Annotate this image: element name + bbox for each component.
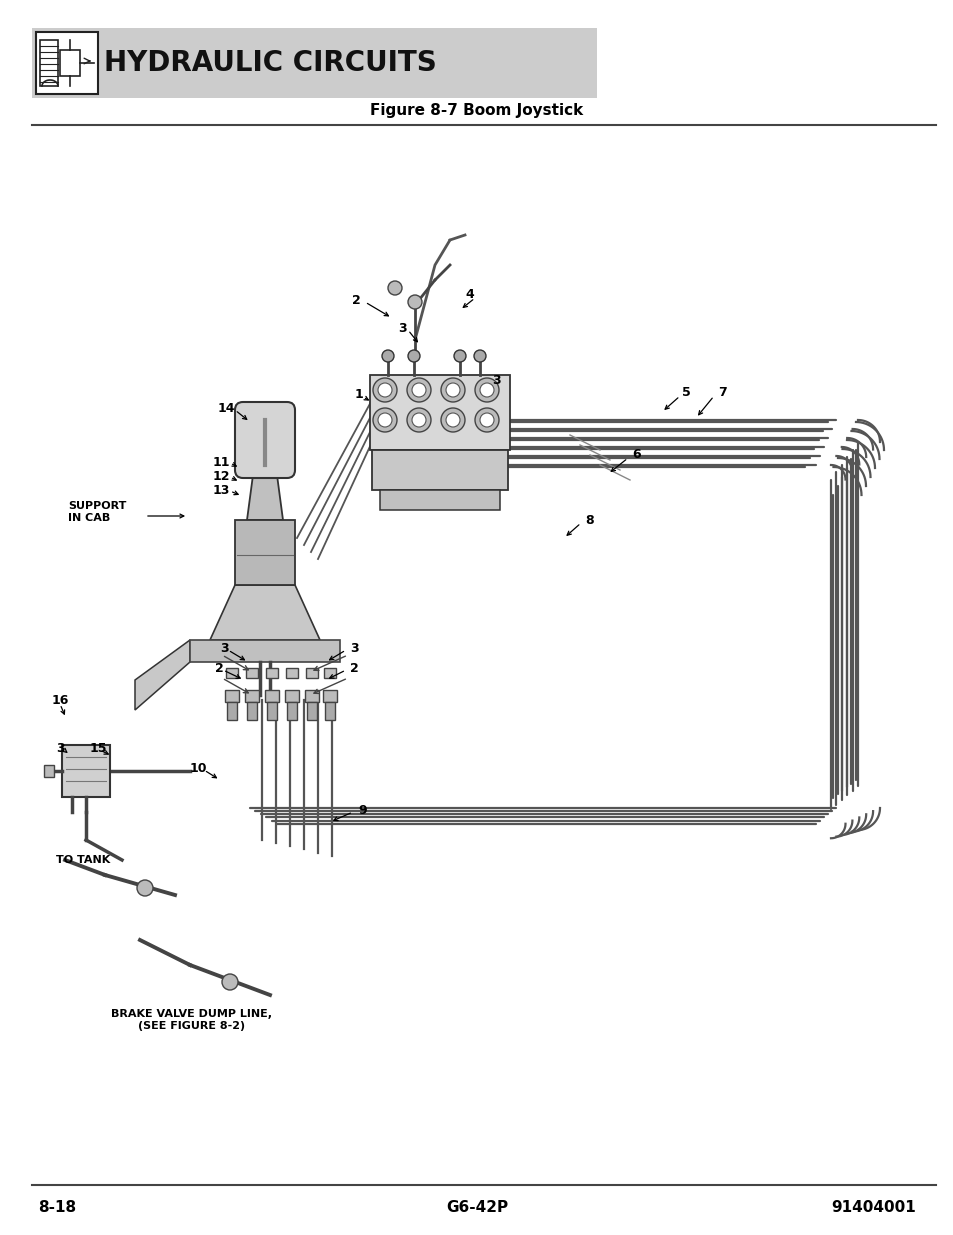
- Text: 14: 14: [218, 401, 235, 415]
- Bar: [287, 701, 296, 720]
- Circle shape: [412, 383, 426, 396]
- Circle shape: [377, 412, 392, 427]
- Text: 9: 9: [357, 804, 366, 816]
- Circle shape: [475, 408, 498, 432]
- Bar: [286, 668, 297, 678]
- Bar: [323, 690, 336, 701]
- Text: 1: 1: [355, 389, 363, 401]
- Circle shape: [222, 974, 237, 990]
- Bar: [305, 690, 318, 701]
- Text: 3: 3: [220, 641, 229, 655]
- Circle shape: [407, 378, 431, 403]
- Circle shape: [407, 408, 431, 432]
- Text: 10: 10: [190, 762, 208, 774]
- Text: Figure 8-7 Boom Joystick: Figure 8-7 Boom Joystick: [370, 103, 583, 119]
- Text: 11: 11: [213, 456, 231, 468]
- Circle shape: [446, 383, 459, 396]
- Bar: [325, 701, 335, 720]
- Text: 2: 2: [350, 662, 358, 674]
- Polygon shape: [135, 640, 190, 710]
- Circle shape: [475, 378, 498, 403]
- Text: BRAKE VALVE DUMP LINE,
(SEE FIGURE 8-2): BRAKE VALVE DUMP LINE, (SEE FIGURE 8-2): [112, 1009, 273, 1031]
- Circle shape: [412, 412, 426, 427]
- Text: TO TANK: TO TANK: [56, 855, 111, 864]
- Text: 5: 5: [681, 385, 690, 399]
- Bar: [226, 668, 237, 678]
- Text: 3: 3: [350, 641, 358, 655]
- Bar: [246, 668, 257, 678]
- Text: 7: 7: [718, 385, 726, 399]
- Bar: [36, 32, 98, 94]
- Polygon shape: [372, 450, 507, 490]
- Bar: [267, 701, 276, 720]
- Polygon shape: [210, 585, 319, 640]
- Polygon shape: [234, 520, 294, 585]
- Bar: [227, 701, 236, 720]
- Circle shape: [377, 383, 392, 396]
- FancyBboxPatch shape: [234, 403, 294, 478]
- Circle shape: [440, 408, 464, 432]
- Text: 91404001: 91404001: [830, 1200, 915, 1215]
- Circle shape: [479, 412, 494, 427]
- Circle shape: [479, 383, 494, 396]
- Text: 3: 3: [56, 741, 65, 755]
- Text: 16: 16: [52, 694, 70, 706]
- Bar: [225, 690, 239, 701]
- Text: 12: 12: [213, 469, 231, 483]
- Text: 3: 3: [492, 373, 500, 387]
- Text: 4: 4: [464, 289, 474, 301]
- Circle shape: [474, 350, 485, 362]
- Text: SUPPORT
IN CAB: SUPPORT IN CAB: [68, 501, 126, 522]
- Text: HYDRAULIC CIRCUITS: HYDRAULIC CIRCUITS: [104, 49, 436, 77]
- Bar: [306, 668, 317, 678]
- Bar: [266, 668, 277, 678]
- Circle shape: [408, 295, 421, 309]
- Bar: [32, 28, 597, 98]
- Circle shape: [454, 350, 465, 362]
- Bar: [44, 764, 54, 777]
- Polygon shape: [379, 490, 499, 510]
- Circle shape: [381, 350, 394, 362]
- Text: G6-42P: G6-42P: [445, 1200, 508, 1215]
- Bar: [285, 690, 298, 701]
- Text: 15: 15: [90, 741, 108, 755]
- Bar: [62, 745, 110, 797]
- Circle shape: [373, 378, 396, 403]
- Text: 3: 3: [397, 321, 406, 335]
- Bar: [307, 701, 316, 720]
- Circle shape: [373, 408, 396, 432]
- Circle shape: [440, 378, 464, 403]
- Bar: [245, 690, 258, 701]
- Bar: [60, 49, 80, 77]
- Circle shape: [137, 881, 152, 897]
- Text: 6: 6: [631, 448, 640, 462]
- Text: 8-18: 8-18: [38, 1200, 76, 1215]
- Text: 2: 2: [352, 294, 360, 306]
- Polygon shape: [370, 375, 510, 450]
- Bar: [265, 690, 278, 701]
- Circle shape: [388, 282, 401, 295]
- Text: 13: 13: [213, 483, 230, 496]
- Bar: [324, 668, 335, 678]
- Polygon shape: [247, 475, 283, 520]
- Text: 8: 8: [584, 514, 593, 526]
- Bar: [40, 40, 58, 86]
- Text: 2: 2: [214, 662, 224, 674]
- Circle shape: [446, 412, 459, 427]
- Bar: [247, 701, 256, 720]
- Bar: [190, 640, 339, 662]
- Circle shape: [408, 350, 419, 362]
